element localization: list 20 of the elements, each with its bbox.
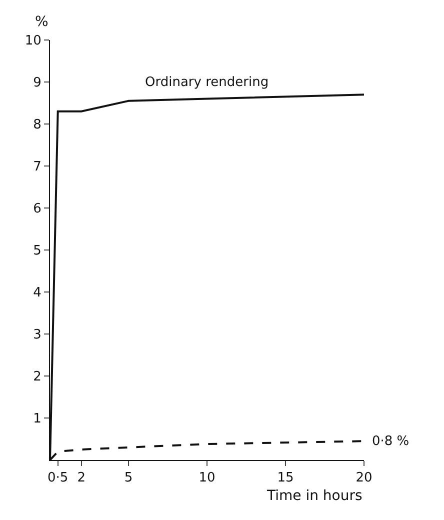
y-tick-label: 1 (33, 412, 42, 427)
y-tick-label: 6 (33, 202, 42, 217)
series-label: Ordinary rendering (145, 75, 269, 90)
y-tick-label: 4 (33, 286, 42, 301)
y-tick-label: 3 (33, 328, 42, 343)
y-tick-label: 7 (33, 160, 42, 175)
y-tick-label: 5 (33, 244, 42, 259)
y-tick-label: 2 (33, 370, 42, 385)
x-tick-label: 15 (277, 470, 294, 486)
x-tick-label: 0·5 (48, 470, 68, 486)
x-tick-label: 10 (198, 470, 216, 486)
x-axis-title: Time in hours (266, 488, 362, 504)
x-tick-label: 20 (356, 470, 372, 486)
annotation: 0·8 % (372, 434, 410, 449)
y-tick-label: 10 (24, 34, 42, 49)
x-tick-label: 5 (124, 470, 133, 486)
y-axis-title: % (35, 14, 48, 30)
x-tick-label: 2 (77, 470, 86, 486)
y-tick-label: 8 (33, 118, 42, 133)
y-tick-label: 9 (33, 76, 42, 91)
